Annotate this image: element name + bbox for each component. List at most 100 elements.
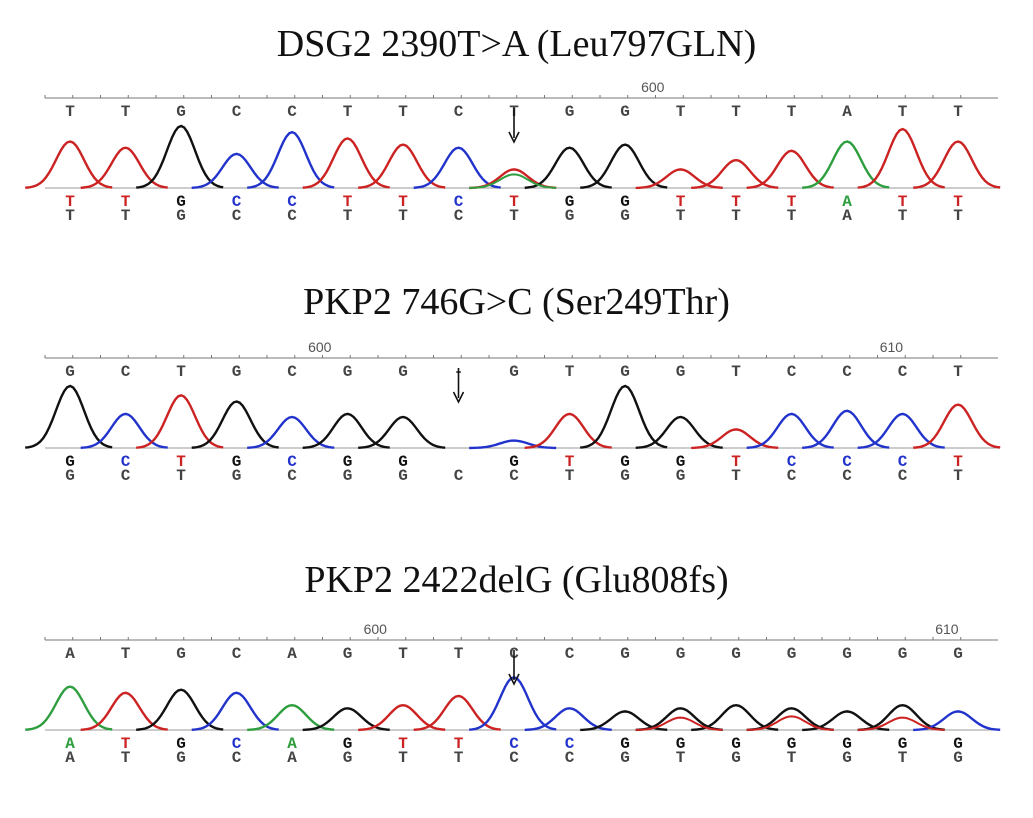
called-base: A [287, 735, 297, 753]
called-base: C [287, 453, 297, 471]
reference-base: C [898, 363, 908, 381]
reference-base: G [176, 645, 186, 663]
called-base: C [842, 453, 852, 471]
called-base: G [953, 735, 963, 753]
trace-peak [80, 412, 168, 449]
called-base: G [176, 735, 186, 753]
consensus-base: T [898, 207, 908, 225]
called-base: T [676, 193, 686, 211]
called-base: C [287, 193, 297, 211]
called-base: T [398, 193, 408, 211]
reference-base: C [232, 645, 242, 663]
reference-base: A [287, 645, 297, 663]
trace-peak [635, 415, 723, 449]
trace-peak [191, 691, 279, 731]
consensus-base: T [787, 207, 797, 225]
reference-base: T [953, 103, 963, 121]
trace-peak [25, 384, 113, 449]
reference-base: C [232, 103, 242, 121]
reference-base: T [398, 103, 408, 121]
consensus-base: C [898, 467, 908, 485]
called-base: G [65, 453, 75, 471]
consensus-base: T [121, 749, 131, 767]
panel-1-title: DSG2 2390T>A (Leu797GLN) [276, 23, 757, 65]
trace-peak [358, 415, 446, 449]
reference-base: C [787, 363, 797, 381]
trace-minor-peak [857, 716, 945, 731]
panel-1-chromatogram: 600TTGCCTTCTGGTTTATTTTGCCTTCTGGTTTATTTTG… [25, 79, 1001, 225]
reference-base: C [842, 363, 852, 381]
called-base: T [898, 193, 908, 211]
consensus-base: T [731, 467, 741, 485]
reference-base: C [565, 645, 575, 663]
panel-3-chromatogram: 600610ATGCAGTTCCGGGGGGGATGCAGTTCCGGGGGGG… [25, 621, 1001, 767]
called-base: T [953, 453, 963, 471]
called-base: T [454, 735, 464, 753]
reference-base: G [509, 363, 519, 381]
consensus-base: C [565, 749, 575, 767]
consensus-base: T [398, 749, 408, 767]
consensus-base: T [65, 207, 75, 225]
reference-base: G [676, 645, 686, 663]
consensus-base: C [121, 467, 131, 485]
reference-base: G [620, 645, 630, 663]
panel-2-chromatogram: 600610GCTGCGG-GTGGTCCCTGCTGCGGGTGGTCCCTG… [25, 339, 1001, 485]
reference-base: G [731, 645, 741, 663]
consensus-base: C [287, 467, 297, 485]
reference-base: T [953, 363, 963, 381]
consensus-base: G [565, 207, 575, 225]
called-base: T [787, 193, 797, 211]
called-base: T [565, 453, 575, 471]
trace-peak [913, 403, 1001, 449]
consensus-base: T [176, 467, 186, 485]
trace-peak [469, 676, 557, 731]
consensus-base: G [232, 467, 242, 485]
consensus-base: T [121, 207, 131, 225]
ruler-label: 610 [880, 339, 904, 355]
called-base: T [176, 453, 186, 471]
consensus-base: T [565, 467, 575, 485]
trace-peak [469, 439, 557, 450]
trace-peak [80, 146, 168, 189]
trace-minor-peak [635, 716, 723, 731]
reference-base: G [176, 103, 186, 121]
reference-base: T [398, 645, 408, 663]
trace-minor-peak [746, 715, 834, 731]
called-base: T [343, 193, 353, 211]
reference-base: G [232, 363, 242, 381]
trace-peak [524, 412, 612, 449]
consensus-base: T [787, 749, 797, 767]
consensus-base: T [898, 749, 908, 767]
consensus-base: T [398, 207, 408, 225]
consensus-base: G [842, 749, 852, 767]
reference-base: G [620, 363, 630, 381]
consensus-base: T [676, 207, 686, 225]
consensus-base: A [842, 207, 852, 225]
reference-base: C [287, 103, 297, 121]
trace-peak [691, 428, 779, 450]
trace-peak [857, 412, 945, 449]
reference-base: A [65, 645, 75, 663]
variant-arrow-head [508, 673, 520, 686]
called-base: G [398, 453, 408, 471]
ruler-label: 600 [364, 621, 388, 637]
trace-peak [413, 146, 501, 189]
consensus-base: A [65, 749, 75, 767]
reference-base: G [842, 645, 852, 663]
consensus-base: C [842, 467, 852, 485]
variant-arrow-head [508, 131, 520, 144]
reference-base: G [620, 103, 630, 121]
consensus-base: T [953, 467, 963, 485]
called-base: G [787, 735, 797, 753]
called-base: T [121, 193, 131, 211]
consensus-base: C [232, 749, 242, 767]
called-base: G [898, 735, 908, 753]
reference-base: T [343, 103, 353, 121]
consensus-base: C [454, 207, 464, 225]
reference-base: C [454, 103, 464, 121]
reference-base: T [787, 103, 797, 121]
consensus-base: C [287, 207, 297, 225]
called-base: A [65, 735, 75, 753]
reference-base: T [898, 103, 908, 121]
called-base: G [509, 453, 519, 471]
